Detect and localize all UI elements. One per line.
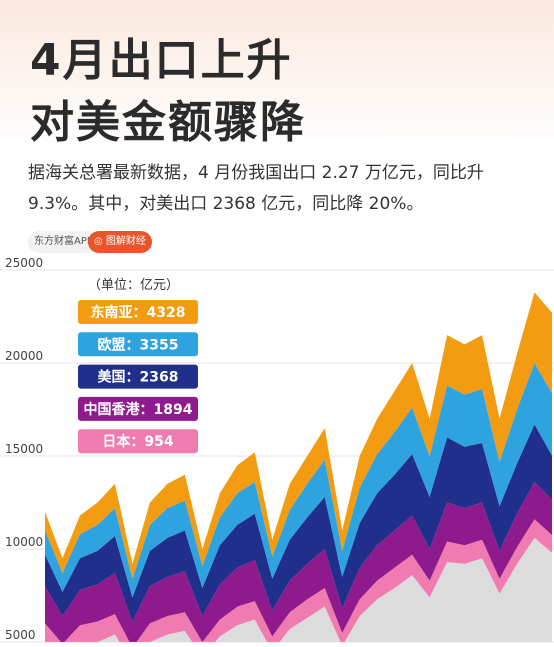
unit-label: （单位：亿元） (88, 278, 179, 293)
subtitle-line: 9.3%。其中，对美出口 2368 亿元，同比降 20%。 (28, 194, 424, 214)
legend-label: 日本：954 (102, 433, 173, 450)
source-badge: 东方财富APP (28, 231, 99, 253)
legend-label: 中国香港：1894 (84, 401, 193, 418)
source-badge: ◎ 图解财经 (88, 231, 152, 253)
legend-label: 欧盟：3355 (98, 336, 179, 353)
area (45, 519, 552, 642)
area (97, 537, 552, 642)
areas (45, 292, 552, 642)
subtitle-line: 据海关总署最新数据，4 月份我国出口 2.27 万亿元，同比升 (28, 163, 484, 183)
chart: 5000 10000 15000 20000 25000 东方财富 （单位：亿元） 东南亚：4… (0, 258, 554, 643)
legend-swatch (78, 429, 198, 454)
legend-label: 东南亚：4328 (91, 304, 186, 321)
legend-swatch (78, 332, 198, 357)
watermark: 东方财富 (214, 363, 366, 407)
y-tick-label: 5000 (5, 628, 36, 642)
area (45, 424, 552, 622)
legend-swatch (78, 364, 198, 389)
title-line: 4月出口上升 (30, 35, 293, 86)
y-tick-label: 25000 (5, 258, 43, 270)
y-tick-label: 15000 (5, 442, 43, 456)
legend-swatch (78, 396, 198, 421)
legend-swatch (78, 300, 198, 324)
area (45, 482, 552, 642)
legend-label: 美国：2368 (98, 369, 179, 386)
y-tick-label: 10000 (5, 535, 43, 549)
title-line: 对美金额骤降 (30, 97, 306, 148)
y-tick-label: 20000 (5, 349, 43, 363)
